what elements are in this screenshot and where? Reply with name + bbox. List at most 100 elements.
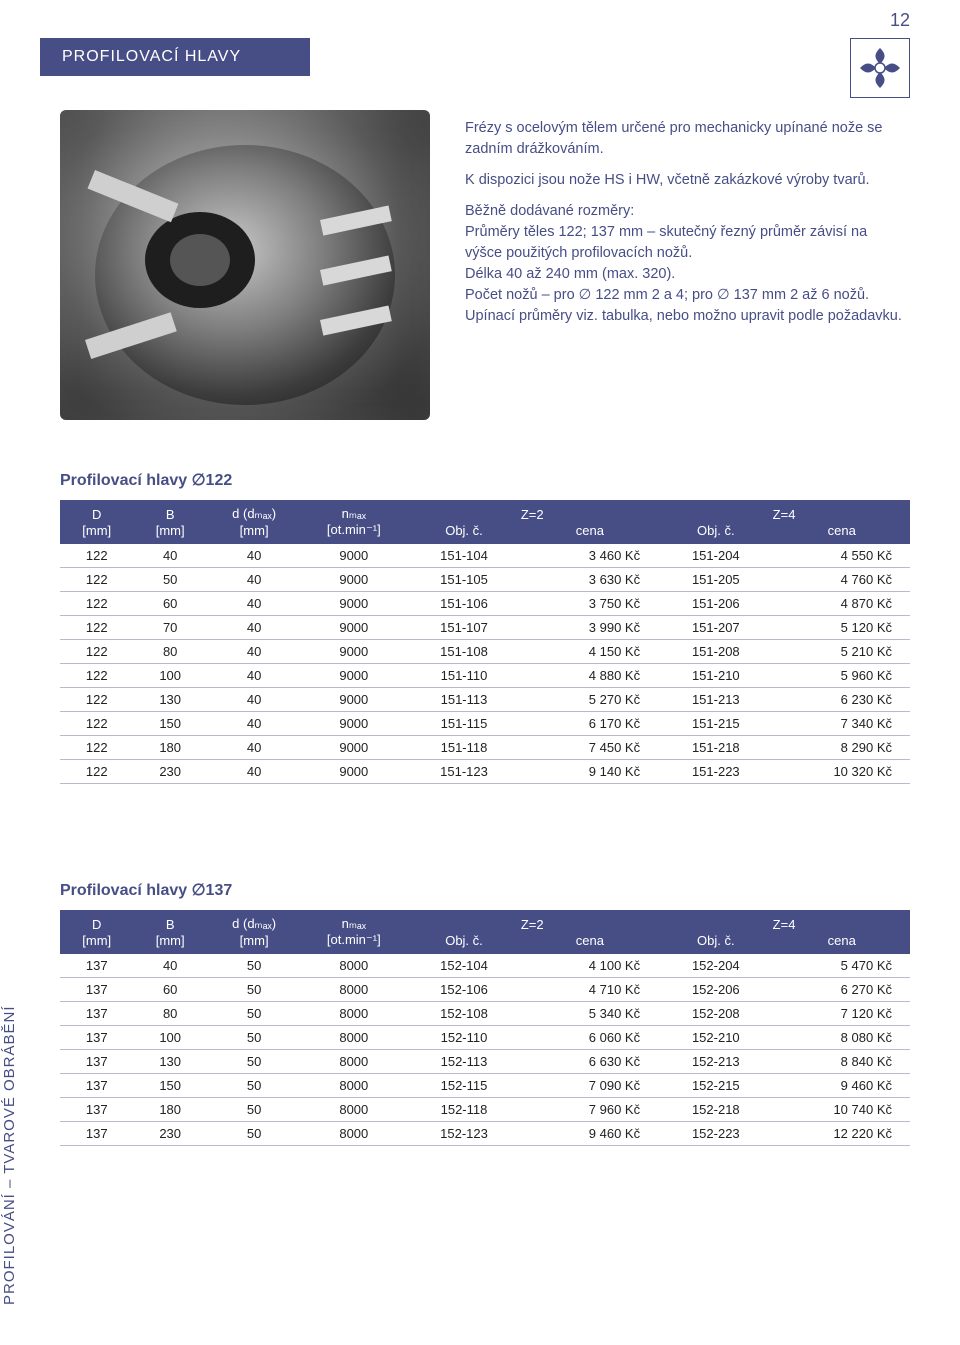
table-cell: 5 210 Kč <box>774 640 910 664</box>
table-cell: 5 270 Kč <box>522 688 658 712</box>
table-cell: 8000 <box>301 1122 406 1146</box>
table-cell: 8 290 Kč <box>774 736 910 760</box>
table-cell: 40 <box>207 688 301 712</box>
table-cell: 122 <box>60 664 133 688</box>
table-cell: 50 <box>207 954 301 978</box>
table-cell: 10 320 Kč <box>774 760 910 784</box>
table-cell: 8000 <box>301 978 406 1002</box>
table-cell: 40 <box>207 592 301 616</box>
table-cell: 152-208 <box>658 1002 773 1026</box>
table-cell: 6 630 Kč <box>522 1050 658 1074</box>
table-cell: 8000 <box>301 954 406 978</box>
table-row: 13740508000152-1044 100 Kč152-2045 470 K… <box>60 954 910 978</box>
table-cell: 122 <box>60 760 133 784</box>
table-cell: 9 460 Kč <box>522 1122 658 1146</box>
table-row: 122100409000151-1104 880 Kč151-2105 960 … <box>60 664 910 688</box>
table-cell: 5 340 Kč <box>522 1002 658 1026</box>
table-cell: 151-218 <box>658 736 773 760</box>
desc-p2: K dispozici jsou nože HS i HW, včetně za… <box>465 170 905 191</box>
table-row: 137180508000152-1187 960 Kč152-21810 740… <box>60 1098 910 1122</box>
table-row: 122130409000151-1135 270 Kč151-2136 230 … <box>60 688 910 712</box>
table-cell: 50 <box>207 1074 301 1098</box>
th-B: B <box>133 500 206 522</box>
table-cell: 8 080 Kč <box>774 1026 910 1050</box>
table-cell: 3 460 Kč <box>522 544 658 568</box>
th-d: d (dₘₐₓ) <box>207 500 301 522</box>
table-cell: 40 <box>207 568 301 592</box>
header-title: PROFILOVACÍ HLAVY <box>62 48 241 66</box>
table-cell: 152-215 <box>658 1074 773 1098</box>
table-cell: 122 <box>60 544 133 568</box>
table-cell: 40 <box>207 544 301 568</box>
desc-p3e: Upínací průměry viz. tabulka, nebo možno… <box>465 308 902 324</box>
table-cell: 152-123 <box>406 1122 521 1146</box>
table-cell: 180 <box>133 736 206 760</box>
table-cell: 40 <box>207 616 301 640</box>
th-Z4: Z=4 <box>658 910 910 932</box>
table-cell: 9000 <box>301 592 406 616</box>
table-cell: 40 <box>207 760 301 784</box>
table-cell: 137 <box>60 1002 133 1026</box>
table-cell: 40 <box>207 640 301 664</box>
table-cell: 137 <box>60 1026 133 1050</box>
table-cell: 40 <box>133 544 206 568</box>
th-d-unit: [mm] <box>207 932 301 954</box>
table-cell: 50 <box>207 978 301 1002</box>
table-cell: 122 <box>60 616 133 640</box>
table-cell: 151-115 <box>406 712 521 736</box>
table-cell: 9000 <box>301 712 406 736</box>
header-bar: PROFILOVACÍ HLAVY <box>40 38 310 76</box>
table-row: 137150508000152-1157 090 Kč152-2159 460 … <box>60 1074 910 1098</box>
table-cell: 6 270 Kč <box>774 978 910 1002</box>
table-cell: 152-223 <box>658 1122 773 1146</box>
th-B-unit: [mm] <box>133 522 206 544</box>
table-cell: 152-115 <box>406 1074 521 1098</box>
table-cell: 152-113 <box>406 1050 521 1074</box>
table-cell: 4 880 Kč <box>522 664 658 688</box>
table-cell: 151-110 <box>406 664 521 688</box>
th-d: d (dₘₐₓ) <box>207 910 301 932</box>
table-cell: 230 <box>133 760 206 784</box>
table-137: D B d (dₘₐₓ) nₘₐₓ Z=2 Z=4 [mm] [mm] [mm]… <box>60 910 910 1146</box>
th-B-unit: [mm] <box>133 932 206 954</box>
table-cell: 151-106 <box>406 592 521 616</box>
table-cell: 9000 <box>301 664 406 688</box>
table-cell: 5 470 Kč <box>774 954 910 978</box>
table-cell: 122 <box>60 568 133 592</box>
page-number: 12 <box>890 10 910 31</box>
table-cell: 50 <box>207 1002 301 1026</box>
table-cell: 6 170 Kč <box>522 712 658 736</box>
table-cell: 5 120 Kč <box>774 616 910 640</box>
table-cell: 152-108 <box>406 1002 521 1026</box>
table-122: D B d (dₘₐₓ) nₘₐₓ Z=2 Z=4 [mm] [mm] [mm]… <box>60 500 910 784</box>
table-cell: 6 230 Kč <box>774 688 910 712</box>
table-cell: 151-104 <box>406 544 521 568</box>
table-cell: 50 <box>207 1026 301 1050</box>
th-n: nₘₐₓ <box>301 500 406 522</box>
th-D-unit: [mm] <box>60 932 133 954</box>
table-cell: 130 <box>133 688 206 712</box>
th-Z2: Z=2 <box>406 910 658 932</box>
table-cell: 70 <box>133 616 206 640</box>
table-row: 12250409000151-1053 630 Kč151-2054 760 K… <box>60 568 910 592</box>
table-cell: 100 <box>133 664 206 688</box>
th-cena1: cena <box>522 522 658 544</box>
table-cell: 151-207 <box>658 616 773 640</box>
table-row: 137230508000152-1239 460 Kč152-22312 220… <box>60 1122 910 1146</box>
table-cell: 150 <box>133 1074 206 1098</box>
table-cell: 7 450 Kč <box>522 736 658 760</box>
table-cell: 8 840 Kč <box>774 1050 910 1074</box>
table-cell: 60 <box>133 978 206 1002</box>
table-row: 122150409000151-1156 170 Kč151-2157 340 … <box>60 712 910 736</box>
table-row: 13760508000152-1064 710 Kč152-2066 270 K… <box>60 978 910 1002</box>
table-cell: 152-204 <box>658 954 773 978</box>
table-row: 12270409000151-1073 990 Kč151-2075 120 K… <box>60 616 910 640</box>
th-n-unit: [ot.min⁻¹] <box>301 932 406 954</box>
table-cell: 5 960 Kč <box>774 664 910 688</box>
table-cell: 151-118 <box>406 736 521 760</box>
table-cell: 7 090 Kč <box>522 1074 658 1098</box>
table-cell: 151-205 <box>658 568 773 592</box>
table-cell: 122 <box>60 640 133 664</box>
table-cell: 122 <box>60 592 133 616</box>
th-n: nₘₐₓ <box>301 910 406 932</box>
